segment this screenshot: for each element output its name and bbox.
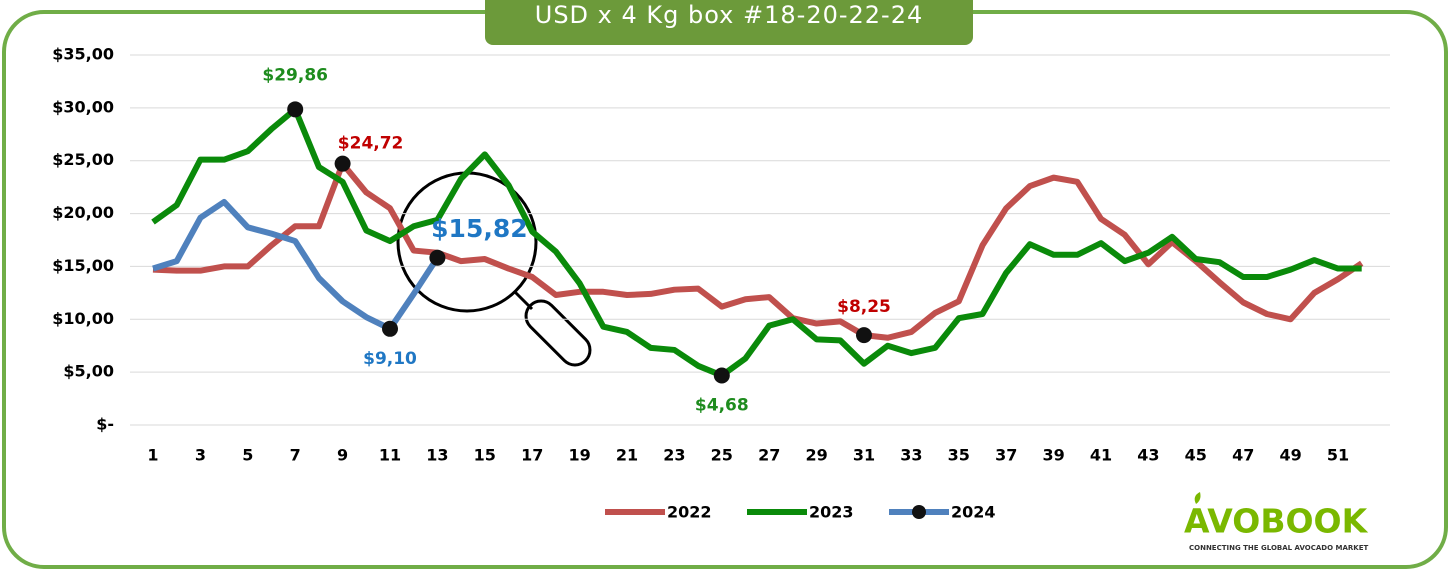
series-line [152,160,1364,341]
x-tick-label: 11 [379,446,401,465]
point-marker [382,320,398,337]
x-tick-label: 25 [711,446,733,465]
x-tick-label: 51 [1327,446,1349,465]
x-tick-label: 23 [663,446,685,465]
logo-name: AVOBOOK [1184,502,1369,541]
series-line [151,106,1362,379]
y-tick-label: $25,00 [52,150,114,169]
x-tick-label: 7 [290,446,301,465]
point-marker [713,367,730,384]
point-marker [856,327,872,344]
legend-label: 2022 [667,503,712,522]
x-tick-label: 31 [853,446,875,465]
x-tick-label: 21 [616,446,638,465]
point-marker [334,155,351,172]
x-tick-label: 9 [337,446,348,465]
x-tick-label: 19 [568,446,590,465]
y-tick-label: $5,00 [63,362,114,381]
x-tick-label: 5 [242,446,253,465]
x-tick-label: 33 [900,446,922,465]
data-label: $8,25 [837,297,891,317]
data-label: $4,68 [695,396,749,416]
x-tick-label: 1 [147,446,158,465]
x-tick-label: 43 [1137,446,1159,465]
chart-title: USD x 4 Kg box #18-20-22-24 [535,1,924,29]
x-tick-label: 39 [1042,446,1064,465]
legend-label: 2023 [809,503,854,522]
data-label: $29,86 [262,65,328,85]
y-tick-label: $35,00 [52,45,114,64]
x-tick-label: 47 [1232,446,1254,465]
x-tick-label: 41 [1090,446,1112,465]
x-tick-label: 13 [426,446,448,465]
y-tick-label: $30,00 [52,97,114,116]
data-label: $15,82 [431,214,527,243]
y-tick-label: $15,00 [52,256,114,275]
x-tick-label: 27 [758,446,780,465]
point-marker [287,101,304,118]
x-tick-label: 35 [948,446,970,465]
x-tick-label: 3 [195,446,206,465]
y-tick-label: $20,00 [52,203,114,222]
point-marker [429,249,446,266]
data-label: $24,72 [338,134,404,154]
data-label: $9,10 [363,349,417,369]
y-tick-label: $- [96,415,114,434]
x-tick-label: 49 [1279,446,1301,465]
logo: AVOBOOK CONNECTING THE GLOBAL AVOCADO MA… [1184,492,1369,552]
x-tick-label: 15 [474,446,496,465]
legend-label: 2024 [951,503,996,522]
x-tick-label: 37 [995,446,1017,465]
x-tick-label: 29 [805,446,827,465]
logo-tagline: CONNECTING THE GLOBAL AVOCADO MARKET [1189,544,1368,552]
x-tick-label: 45 [1185,446,1207,465]
title-box [485,0,973,45]
y-tick-label: $10,00 [52,309,114,328]
x-tick-label: 17 [521,446,543,465]
legend-marker [912,505,926,519]
